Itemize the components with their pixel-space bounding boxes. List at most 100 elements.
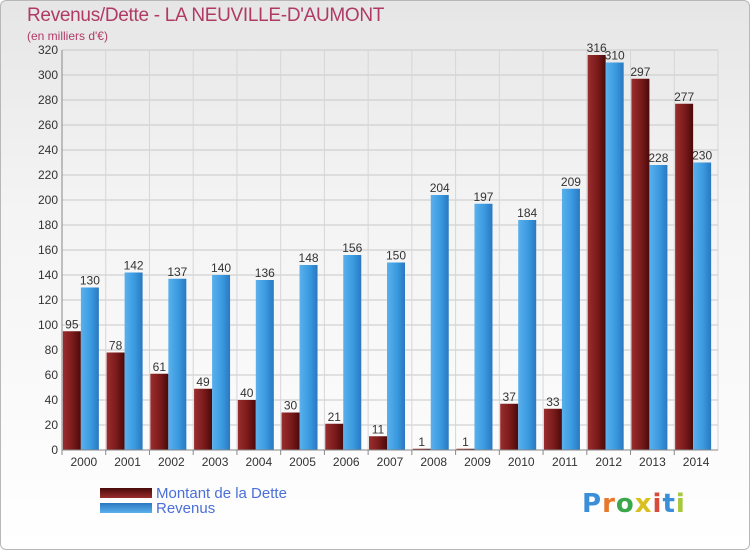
bar-dette: [62, 331, 81, 450]
y-tick-label: 320: [38, 43, 58, 57]
x-tick-label: 2004: [245, 455, 272, 469]
x-tick-label: 2010: [508, 455, 535, 469]
y-tick-label: 280: [38, 93, 58, 107]
legend-swatch-dette: [100, 488, 152, 498]
data-labels: 9513078142611374914040136301482115611150…: [65, 41, 712, 449]
bar-dette: [106, 352, 125, 450]
bar-revenus: [255, 280, 274, 450]
y-tick-label: 300: [38, 68, 58, 82]
bar-dette: [500, 403, 519, 450]
y-tick-label: 220: [38, 168, 58, 182]
bar-dette: [631, 78, 650, 450]
bar-revenus: [80, 287, 99, 450]
y-tick-label: 0: [51, 443, 58, 457]
bar-dette: [150, 373, 169, 450]
data-label: 277: [674, 90, 694, 104]
x-tick-label: 2007: [377, 455, 404, 469]
x-tick-label: 2011: [552, 455, 578, 469]
y-tick-label: 140: [38, 268, 58, 282]
logo-letter: t: [662, 489, 676, 519]
x-tick-label: 2009: [464, 455, 491, 469]
legend-swatch-revenus: [100, 503, 152, 513]
data-label: 136: [255, 266, 275, 280]
logo-letter: r: [602, 489, 616, 519]
data-label: 95: [65, 317, 79, 331]
bars: [62, 55, 712, 450]
x-tick-label: 2008: [420, 455, 447, 469]
y-tick-label: 180: [38, 218, 58, 232]
data-label: 130: [80, 274, 100, 288]
bar-revenus: [649, 165, 668, 450]
bar-revenus: [430, 195, 449, 450]
bar-dette: [456, 448, 475, 450]
data-label: 30: [284, 399, 298, 413]
y-tick-label: 20: [45, 418, 59, 432]
x-tick-label: 2001: [114, 455, 141, 469]
y-tick-label: 200: [38, 193, 58, 207]
bar-dette: [369, 436, 387, 450]
bar-dette: [675, 103, 694, 450]
legend: [100, 488, 152, 513]
y-tick-label: 60: [45, 368, 59, 382]
bar-revenus: [605, 62, 624, 450]
chart-title: Revenus/Dette - LA NEUVILLE-D'AUMONT: [27, 5, 385, 26]
data-label: 148: [299, 251, 319, 265]
bar-revenus: [693, 162, 712, 450]
data-label: 11: [372, 422, 385, 436]
data-label: 142: [124, 259, 144, 273]
data-label: 40: [240, 386, 254, 400]
data-label: 150: [386, 249, 406, 263]
axes: 0204060801001201401601802002202402602803…: [38, 43, 718, 469]
bar-dette: [281, 412, 300, 450]
data-label: 228: [648, 151, 668, 165]
data-label: 184: [517, 206, 537, 220]
bar-dette: [325, 423, 344, 450]
bar-revenus: [124, 272, 143, 450]
x-tick-label: 2003: [202, 455, 229, 469]
x-tick-label: 2005: [289, 455, 316, 469]
data-label: 1: [418, 435, 425, 449]
x-tick-label: 2000: [71, 455, 98, 469]
y-tick-label: 40: [45, 393, 59, 407]
data-label: 78: [109, 339, 123, 353]
legend-label-revenus: Revenus: [156, 500, 216, 517]
bar-dette: [587, 55, 606, 450]
data-label: 230: [692, 149, 712, 163]
data-label: 137: [167, 265, 187, 279]
y-tick-label: 260: [38, 118, 58, 132]
logo-letter: i: [675, 489, 686, 519]
data-label: 140: [211, 261, 231, 275]
chart-subtitle: (en milliers d'€): [27, 29, 108, 43]
bar-revenus: [212, 275, 231, 450]
bar-revenus: [343, 255, 362, 450]
data-label: 49: [196, 375, 210, 389]
bar-revenus: [299, 265, 318, 450]
data-label: 156: [342, 241, 362, 255]
data-label: 209: [561, 175, 581, 189]
x-tick-label: 2006: [333, 455, 360, 469]
bar-revenus: [387, 262, 405, 450]
logo-letter: x: [634, 489, 653, 519]
x-tick-label: 2002: [158, 455, 185, 469]
data-label: 37: [503, 390, 517, 404]
data-label: 297: [630, 65, 650, 79]
x-tick-label: 2013: [639, 455, 666, 469]
data-label: 21: [328, 410, 342, 424]
data-label: 1: [462, 435, 469, 449]
bar-revenus: [168, 278, 187, 450]
data-label: 61: [153, 360, 167, 374]
data-label: 197: [473, 190, 493, 204]
data-label: 33: [546, 395, 560, 409]
logo-letter: o: [615, 489, 635, 519]
data-label: 310: [605, 49, 625, 63]
data-label: 204: [430, 181, 450, 195]
y-tick-label: 80: [45, 343, 59, 357]
y-tick-label: 120: [38, 293, 58, 307]
logo-letter: P: [582, 489, 603, 519]
data-label: 316: [587, 41, 607, 55]
bar-dette: [412, 448, 431, 450]
x-tick-label: 2014: [683, 455, 710, 469]
proxiti-logo: Proxiti: [582, 489, 686, 519]
y-tick-label: 240: [38, 143, 58, 157]
